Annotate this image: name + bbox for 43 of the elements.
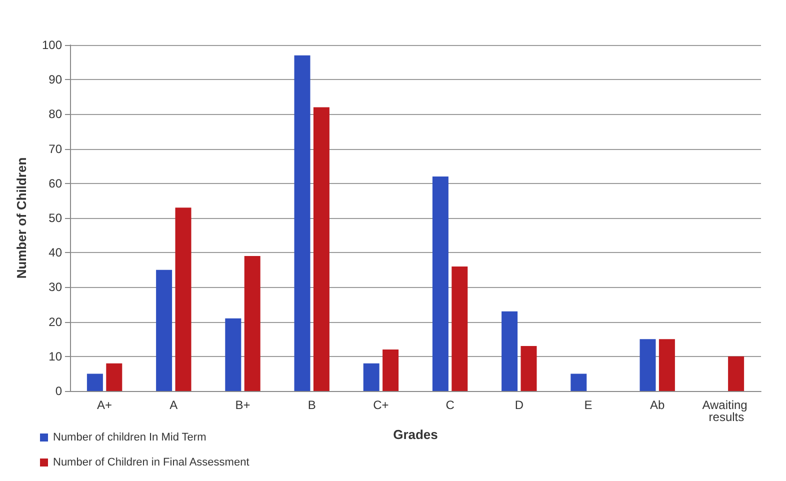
bar bbox=[502, 311, 518, 391]
x-tick-label: E bbox=[584, 398, 592, 412]
y-tick-label: 40 bbox=[48, 246, 62, 260]
y-tick-label: 0 bbox=[55, 384, 62, 398]
y-axis-title: Number of Children bbox=[14, 157, 29, 279]
y-tick-label: 50 bbox=[48, 211, 62, 225]
legend-label: Number of Children in Final Assessment bbox=[53, 456, 250, 468]
x-tick-label: C+ bbox=[373, 398, 389, 412]
bar bbox=[156, 270, 172, 391]
y-tick-label: 20 bbox=[48, 314, 62, 329]
y-tick-label: 30 bbox=[48, 280, 62, 294]
bar bbox=[570, 374, 587, 391]
bar bbox=[313, 107, 330, 391]
bar bbox=[363, 363, 380, 391]
x-axis-title: Grades bbox=[393, 426, 438, 442]
y-tick-label: 60 bbox=[48, 176, 62, 190]
x-tick-label: C bbox=[446, 398, 455, 412]
x-tick-label: B bbox=[308, 398, 316, 412]
x-tick-label: A bbox=[170, 398, 178, 412]
x-tick-label: Ab bbox=[650, 398, 666, 412]
bar bbox=[728, 356, 744, 391]
bar bbox=[452, 266, 468, 391]
bar bbox=[175, 208, 192, 391]
bar bbox=[382, 349, 399, 391]
x-tick-label: A+ bbox=[97, 398, 112, 412]
y-tick-label: 80 bbox=[48, 107, 62, 122]
bar bbox=[658, 339, 675, 391]
y-tick-label: 70 bbox=[48, 142, 62, 156]
bar bbox=[294, 55, 310, 391]
bar bbox=[106, 363, 122, 391]
bar bbox=[432, 176, 448, 391]
legend-label: Number of children In Mid Term bbox=[53, 432, 206, 444]
x-tick-label: Awaiting results bbox=[702, 398, 751, 424]
bar bbox=[244, 256, 260, 391]
x-tick-label: D bbox=[514, 398, 524, 412]
y-tick-label: 100 bbox=[42, 38, 62, 52]
bar bbox=[86, 374, 103, 391]
y-tick-label: 90 bbox=[48, 72, 62, 87]
y-tick-label: 10 bbox=[48, 349, 62, 364]
bar bbox=[640, 339, 656, 391]
bar bbox=[520, 346, 537, 391]
bar bbox=[225, 318, 242, 391]
x-tick-label: B+ bbox=[235, 398, 250, 412]
